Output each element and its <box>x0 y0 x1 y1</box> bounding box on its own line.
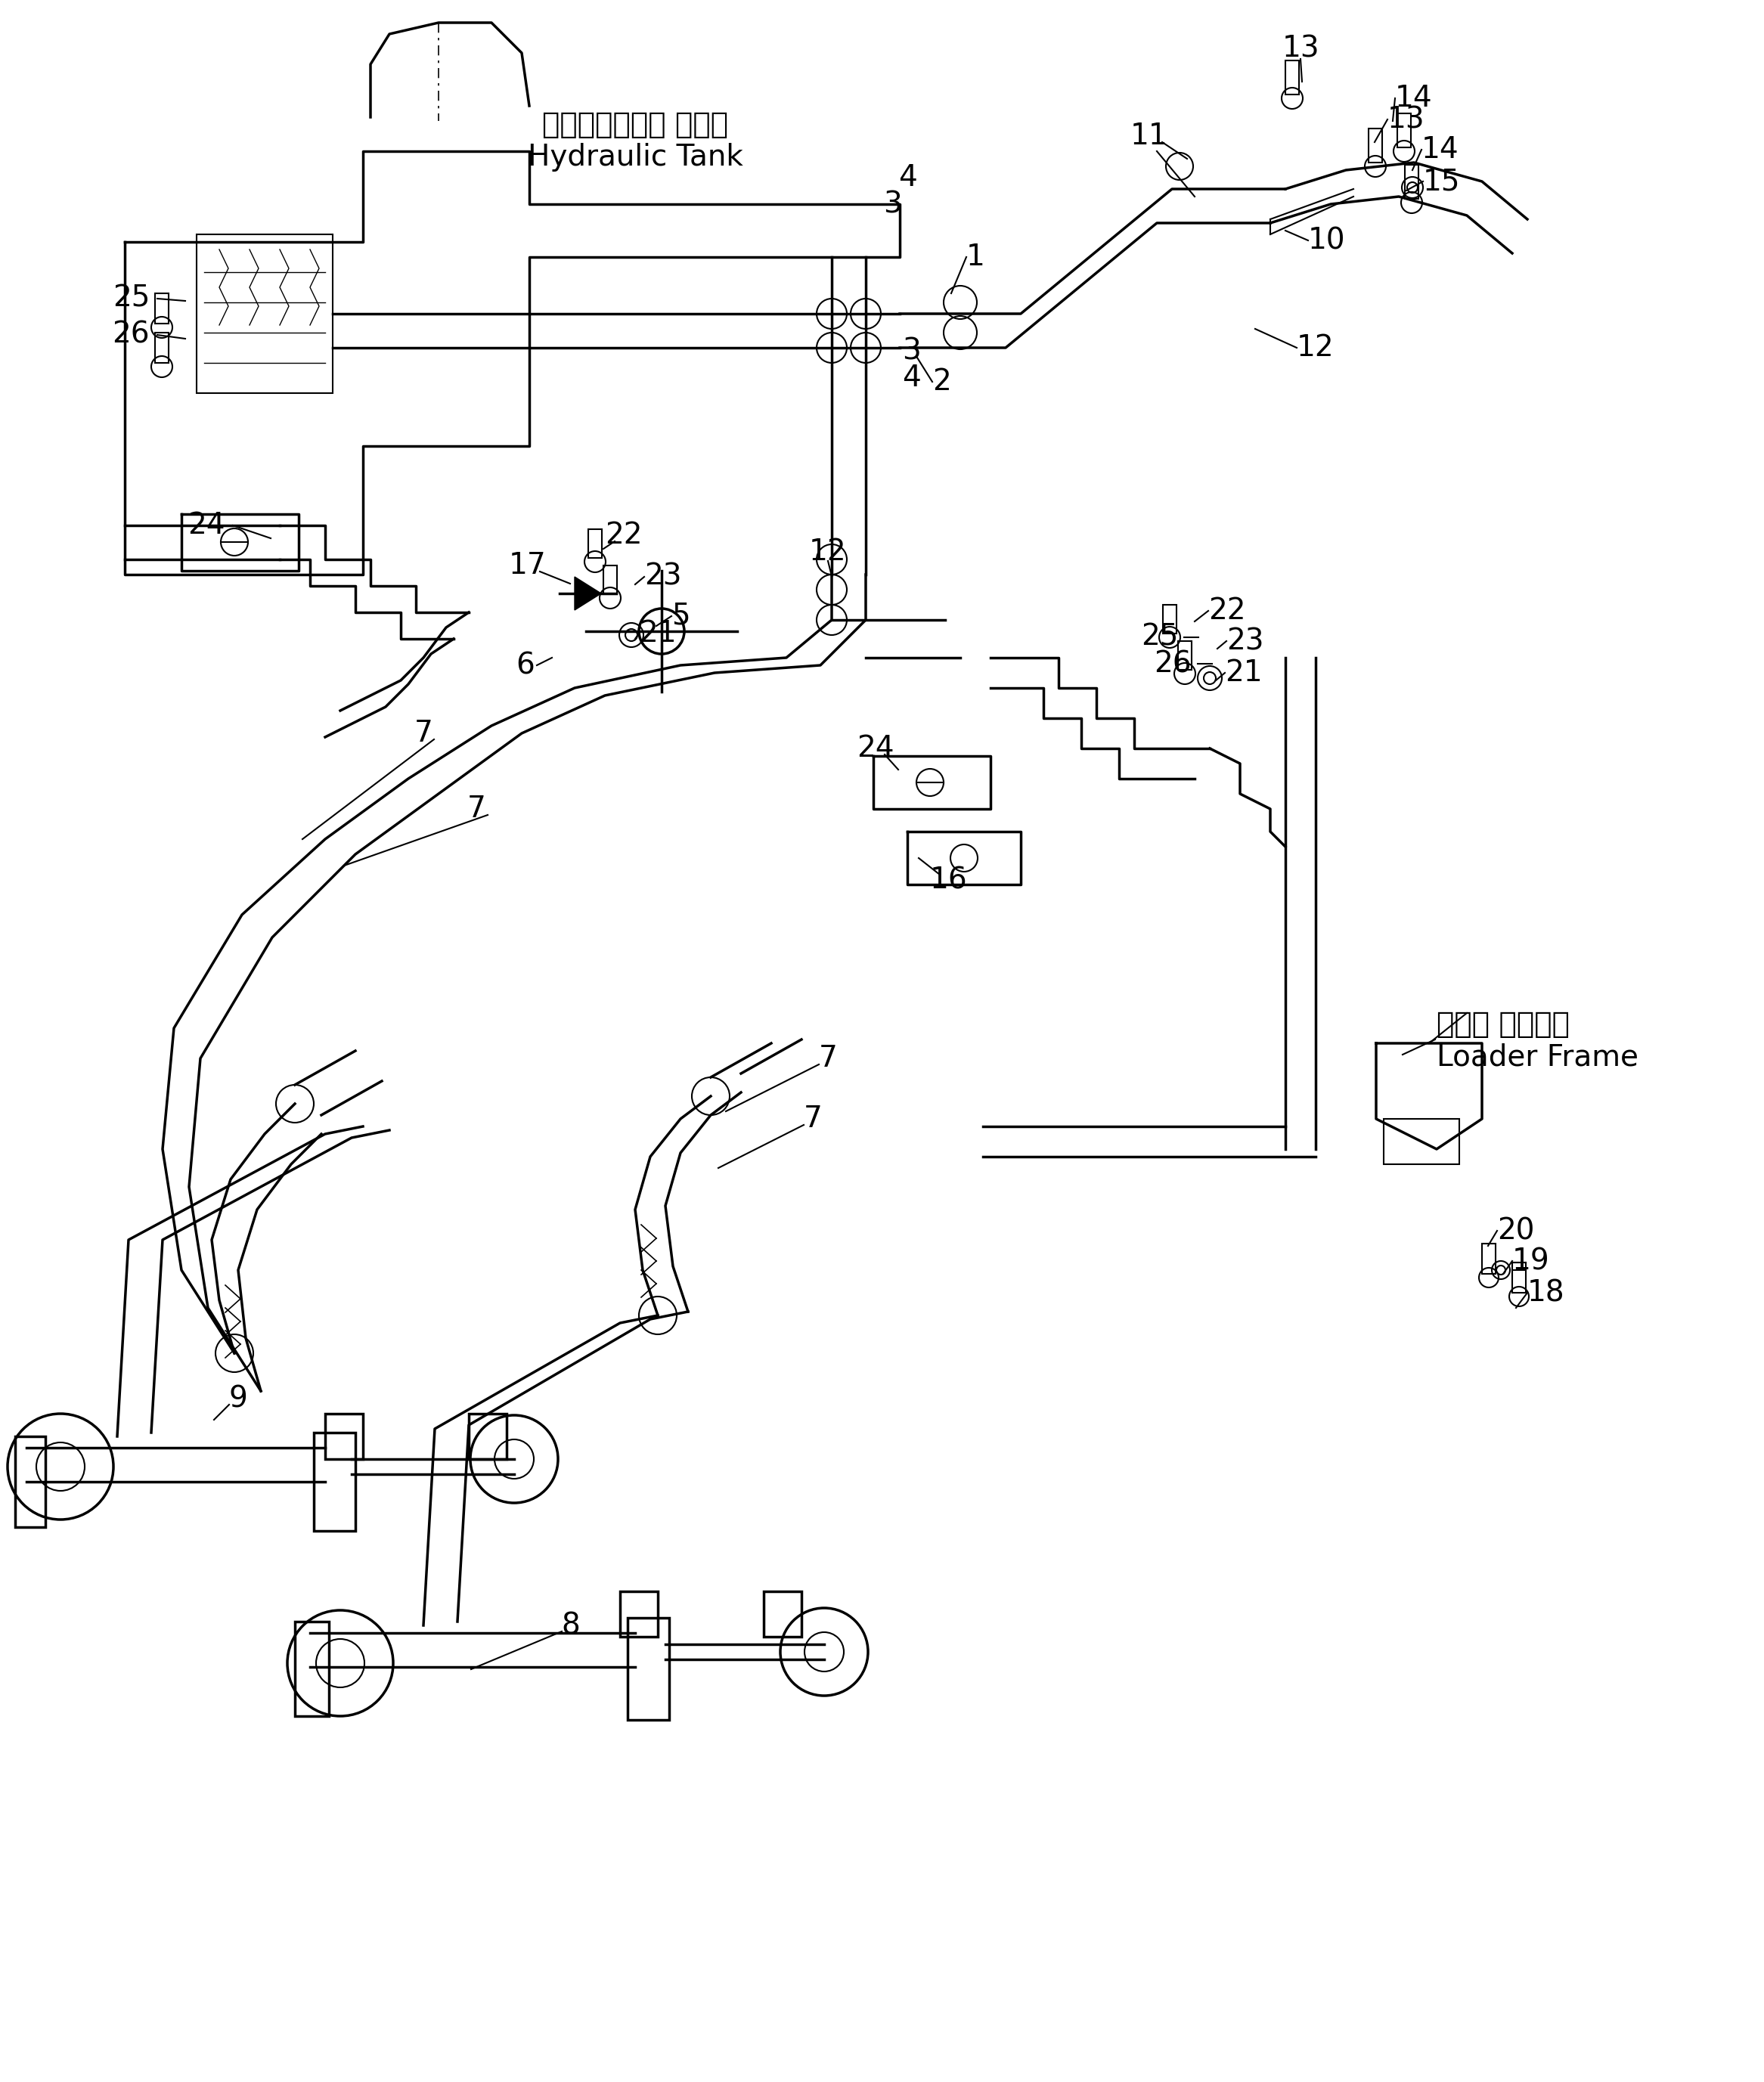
Bar <box>1383 1118 1459 1164</box>
Text: ハイドロリック タンク: ハイドロリック タンク <box>542 110 729 139</box>
Bar <box>196 235 333 393</box>
Bar <box>155 333 169 362</box>
Bar <box>325 1414 363 1459</box>
Bar <box>314 1432 355 1530</box>
Text: 21: 21 <box>639 618 676 648</box>
Text: 5: 5 <box>670 602 690 631</box>
Text: 15: 15 <box>1424 167 1461 196</box>
Text: 11: 11 <box>1131 121 1168 150</box>
Text: 26: 26 <box>1154 650 1192 679</box>
Text: 14: 14 <box>1422 135 1459 164</box>
Text: ローダ フレーム: ローダ フレーム <box>1436 1010 1570 1039</box>
Text: 9: 9 <box>229 1385 247 1414</box>
Text: 6: 6 <box>517 652 534 679</box>
Text: 2: 2 <box>931 366 951 396</box>
Text: 3: 3 <box>882 189 901 219</box>
Text: 25: 25 <box>1141 623 1178 652</box>
Text: 13: 13 <box>1282 35 1319 65</box>
Bar <box>155 294 169 323</box>
Bar <box>1397 112 1411 148</box>
Bar <box>1512 1262 1526 1293</box>
Bar <box>1369 129 1383 162</box>
Text: 4: 4 <box>901 364 921 391</box>
Text: 24: 24 <box>857 735 894 762</box>
Text: 12: 12 <box>1297 333 1334 362</box>
Text: Loader Frame: Loader Frame <box>1436 1043 1639 1072</box>
Bar <box>295 1622 328 1716</box>
Text: 13: 13 <box>1388 104 1425 133</box>
Bar <box>469 1414 506 1459</box>
Text: 23: 23 <box>1226 627 1263 656</box>
Bar <box>587 529 602 558</box>
Bar <box>764 1591 801 1636</box>
Text: 18: 18 <box>1528 1278 1565 1307</box>
Text: 16: 16 <box>930 866 968 895</box>
Text: 20: 20 <box>1498 1216 1535 1245</box>
Text: 24: 24 <box>189 510 226 539</box>
Bar <box>619 1591 658 1636</box>
Text: 17: 17 <box>510 552 547 581</box>
Text: 12: 12 <box>810 537 847 566</box>
Bar <box>1286 60 1298 94</box>
Text: 22: 22 <box>1208 595 1245 625</box>
Text: 21: 21 <box>1224 658 1263 687</box>
Text: 25: 25 <box>113 285 150 312</box>
Text: 7: 7 <box>803 1106 822 1133</box>
Bar <box>1482 1243 1496 1274</box>
Bar <box>1178 641 1192 670</box>
Text: 22: 22 <box>605 520 642 550</box>
Text: 23: 23 <box>644 562 681 591</box>
Bar <box>16 1437 46 1526</box>
Text: 7: 7 <box>467 795 485 822</box>
Text: 1: 1 <box>967 244 984 271</box>
Text: 4: 4 <box>898 162 917 192</box>
Bar <box>1162 604 1177 633</box>
Text: 8: 8 <box>561 1611 580 1641</box>
Polygon shape <box>575 577 602 610</box>
Text: 7: 7 <box>415 718 432 747</box>
Bar <box>603 566 617 593</box>
Text: Hydraulic Tank: Hydraulic Tank <box>527 144 743 171</box>
Text: 10: 10 <box>1309 227 1346 254</box>
Text: 7: 7 <box>818 1043 838 1072</box>
Bar <box>628 1618 669 1720</box>
Bar <box>1404 164 1418 198</box>
Text: 14: 14 <box>1395 83 1432 112</box>
Text: 26: 26 <box>113 321 150 350</box>
Text: 3: 3 <box>901 337 921 366</box>
Text: 19: 19 <box>1512 1247 1551 1276</box>
